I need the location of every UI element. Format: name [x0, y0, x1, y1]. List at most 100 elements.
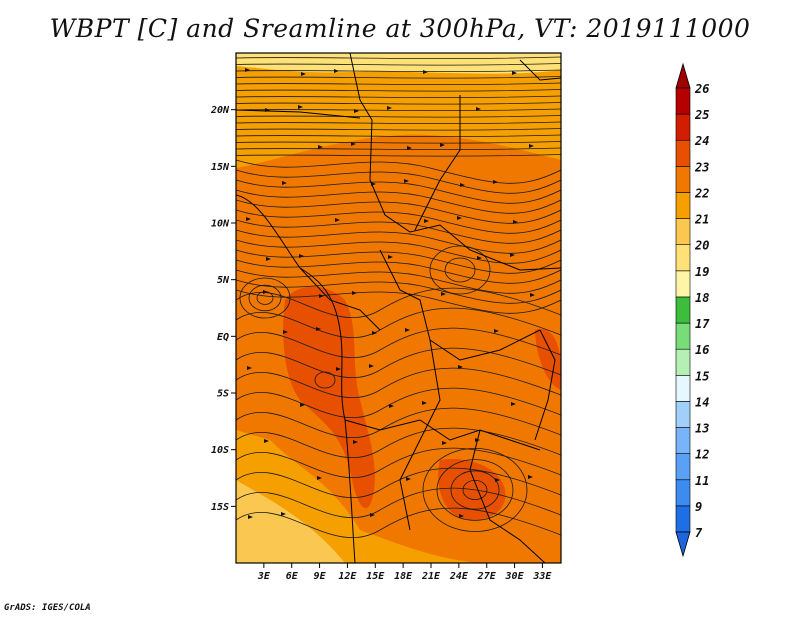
streamline-mid — [236, 259, 561, 284]
colorbar-label: 20 — [694, 239, 709, 253]
plot-frame — [235, 52, 562, 564]
streamlines — [236, 56, 561, 538]
lon-tick-label: 21E — [421, 571, 441, 582]
streamline-arrow — [530, 293, 535, 297]
streamline-arrow — [494, 329, 499, 333]
streamline-mid — [236, 269, 561, 294]
streamline-north — [236, 134, 561, 138]
lon-tick-label: 30E — [505, 571, 525, 582]
streamline-arrow — [263, 290, 268, 294]
colorbar-label: 15 — [695, 369, 709, 383]
streamline-arrow — [495, 478, 500, 482]
colorbar-segment — [675, 453, 691, 481]
streamline-arrow — [300, 403, 305, 407]
colorbar-segment — [675, 505, 691, 533]
streamline-arrow — [282, 181, 287, 185]
streamline-arrow — [407, 146, 412, 150]
lat-tick-label: 5N — [217, 275, 230, 286]
streamline-north — [236, 76, 561, 79]
streamline-arrow — [459, 514, 464, 518]
streamline-arrow — [404, 179, 409, 183]
colorbar-segment — [675, 296, 691, 324]
country-border — [349, 53, 561, 271]
colorbar-segment — [675, 139, 691, 167]
streamline-gyre — [444, 257, 476, 283]
streamline-mid — [236, 239, 561, 264]
streamline-arrow — [319, 294, 324, 298]
streamline-arrow — [351, 142, 356, 146]
streamline-south — [236, 387, 561, 418]
streamline-south — [236, 287, 561, 318]
colorbar-label: 26 — [694, 82, 709, 96]
streamline-south — [236, 347, 561, 378]
colorbar-label: 14 — [695, 395, 709, 409]
colorbar-segment — [675, 218, 691, 246]
streamline-arrow — [405, 328, 410, 332]
streamline-mid — [236, 279, 561, 304]
streamline-south — [236, 467, 561, 498]
lat-tick-label: 5S — [217, 389, 229, 400]
streamline-arrow — [354, 109, 359, 113]
streamline-north — [236, 147, 561, 151]
colorbar-segment — [675, 427, 691, 454]
wbpt-field — [236, 53, 561, 563]
streamline-arrow — [352, 291, 357, 295]
colorbar-top-arrow — [675, 62, 691, 89]
streamline-arrow — [422, 401, 427, 405]
colorbar-label: 21 — [694, 213, 709, 227]
lon-tick-label: 9E — [314, 571, 327, 582]
colorbar-bottom-arrow — [675, 531, 691, 558]
colorbar: 7 9 11 12 13 14 15 16 17 18 19 20 21 22 23 24 25 26 — [675, 62, 710, 558]
streamline-arrow — [299, 254, 304, 258]
country-border — [236, 109, 361, 119]
streamline-south — [236, 447, 561, 478]
lat-tick-label: 10S — [211, 445, 229, 456]
streamline-gyre — [248, 284, 282, 312]
streamline-arrow — [388, 255, 393, 259]
field-22 — [236, 134, 561, 563]
country-border — [519, 59, 561, 81]
colorbar-label: 17 — [695, 317, 710, 331]
colorbar-label: 19 — [695, 265, 709, 279]
country-border — [399, 339, 441, 531]
streamline-arrow — [476, 107, 481, 111]
lon-tick-label: 27E — [477, 571, 497, 582]
streamline-mid — [236, 179, 561, 204]
colorbar-segment — [675, 322, 691, 350]
streamline-arrow — [529, 144, 534, 148]
streamline-north — [236, 69, 561, 73]
country-border — [469, 429, 546, 563]
streamline-arrow — [493, 180, 498, 184]
streamline-mid — [236, 249, 561, 274]
colorbar-segment — [675, 401, 691, 428]
streamline-arrow — [369, 364, 374, 368]
streamline-mid — [236, 199, 561, 224]
streamline-arrow — [247, 366, 252, 370]
colorbar-segment — [675, 348, 691, 376]
streamline-arrow — [477, 256, 482, 260]
streamline-arrow — [440, 143, 445, 147]
colorbar-segment — [675, 192, 691, 219]
streamline-arrow — [336, 367, 341, 371]
country-border — [534, 329, 556, 441]
streamline-gyre — [314, 371, 336, 389]
streamline-arrow — [389, 404, 394, 408]
streamline-arrow — [266, 257, 271, 261]
streamline-south — [236, 327, 561, 358]
streamline-arrow — [334, 69, 339, 73]
country-border — [236, 194, 356, 563]
streamline-arrow — [372, 331, 377, 335]
country-border — [414, 95, 461, 231]
streamline-north — [236, 121, 561, 125]
field-20 — [236, 480, 345, 563]
streamline-arrow — [423, 70, 428, 74]
lat-tick-label: 15N — [211, 162, 230, 173]
streamline-arrow — [458, 365, 463, 369]
streamline-north — [236, 115, 561, 118]
colorbar-label: 9 — [695, 500, 702, 514]
colorbar-label: 12 — [695, 448, 709, 462]
streamline-mid — [236, 159, 561, 184]
streamline-arrow — [318, 145, 323, 149]
colorbar-segment — [675, 479, 691, 507]
